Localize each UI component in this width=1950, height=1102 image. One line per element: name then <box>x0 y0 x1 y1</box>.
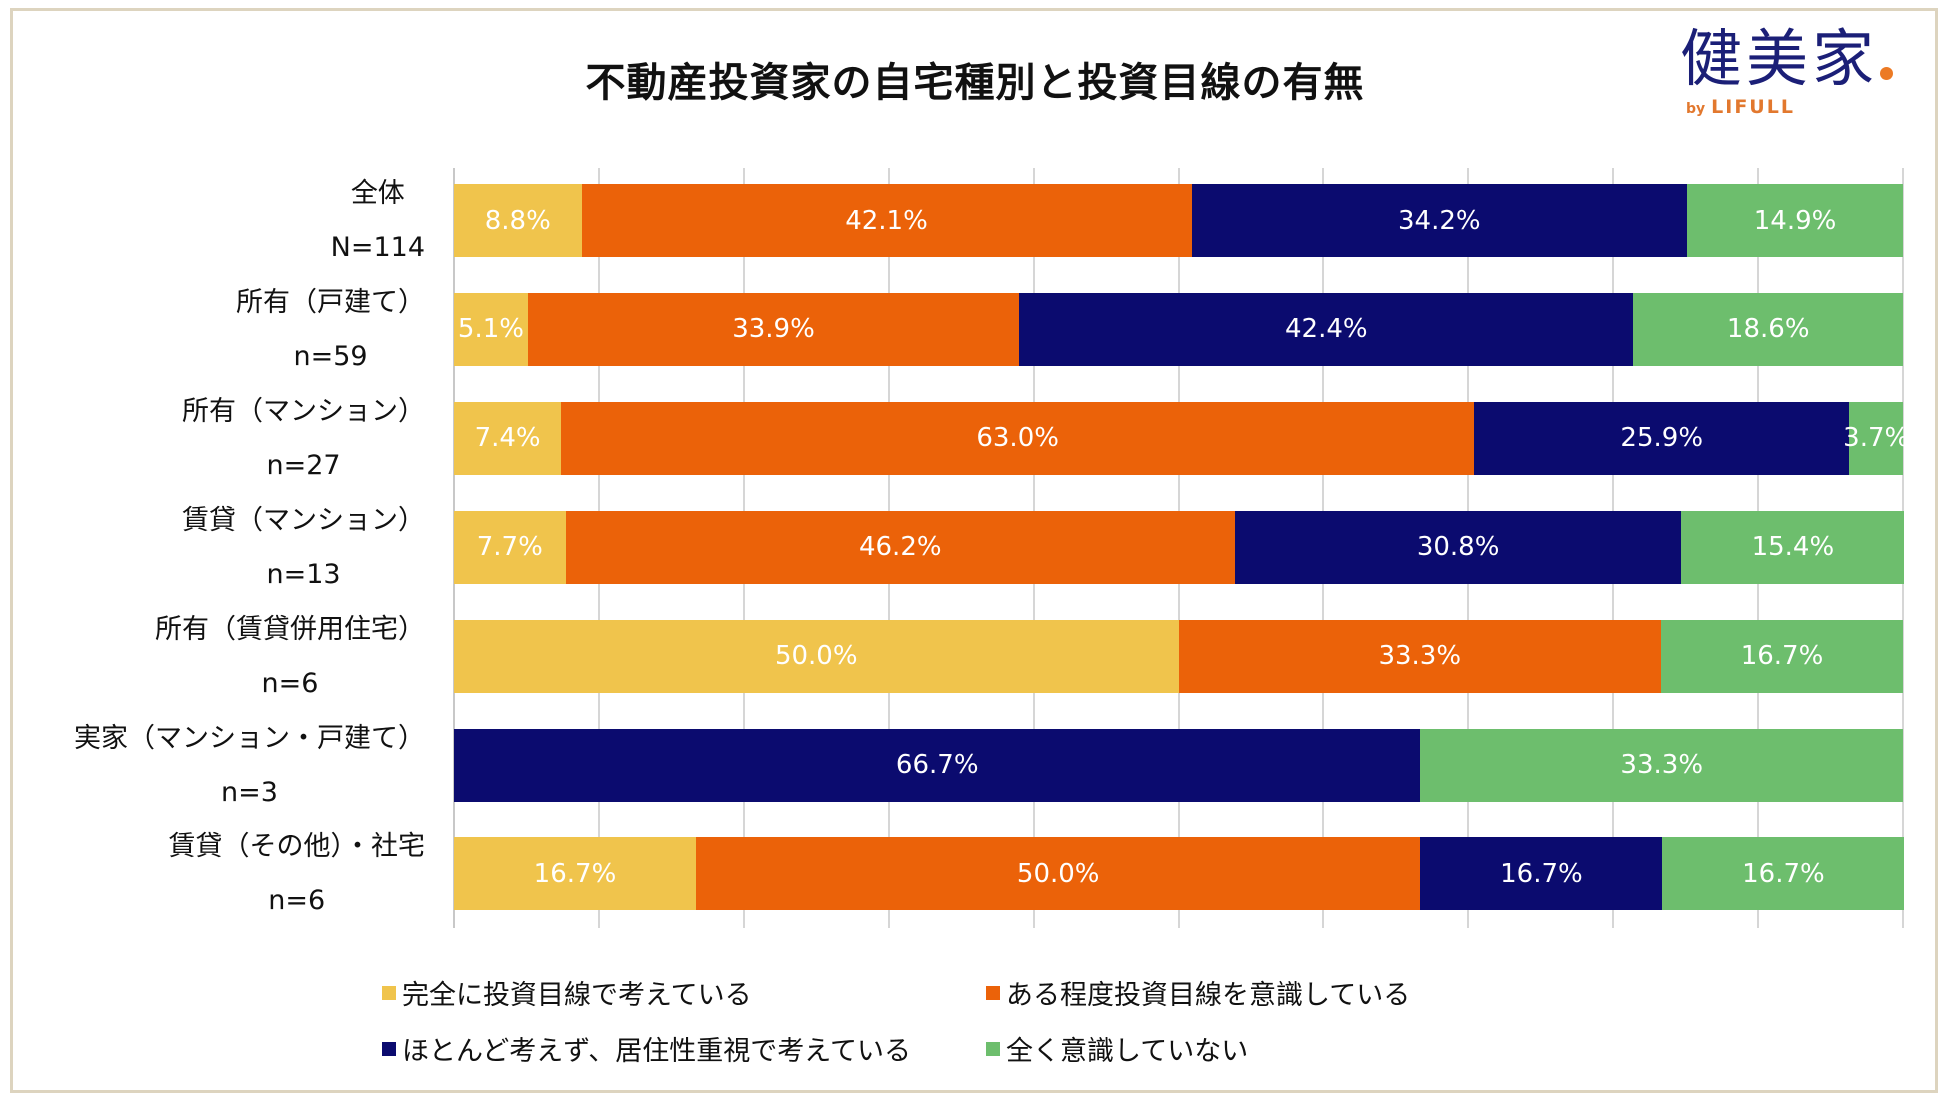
bar-segment: 5.1% <box>454 292 528 366</box>
bar-segment: 8.8% <box>454 184 582 257</box>
legend-swatch <box>382 985 396 1000</box>
legend-label: ほとんど考えず、居住性重視で考えている <box>402 1036 911 1067</box>
stacked-bar: 5.1% 33.9% 42.4% 18.6% <box>454 292 1903 366</box>
bar-segment: 33.9% <box>527 292 1020 366</box>
stacked-bar: 7.4% 63.0% 25.9% 3.7% <box>454 401 1909 475</box>
kenbiya-logo: 健美家 by LIFULL <box>1680 28 1930 118</box>
legend-label: 完全に投資目線で考えている <box>402 980 752 1011</box>
bar-segment: 7.7% <box>454 510 566 584</box>
stacked-bar: 16.7% 50.0% 16.7% 16.7% <box>454 837 1905 911</box>
legend-swatch <box>382 1041 396 1056</box>
category-name: 賃貸（その他）・社宅 <box>168 831 426 863</box>
legend-item: ある程度投資目線を意識している <box>986 973 1410 1012</box>
bar-segment: 42.4% <box>1019 292 1634 366</box>
bar-segment: 16.7% <box>454 837 696 911</box>
category-name: 所有（マンション） <box>182 395 425 427</box>
bar-segment: 7.4% <box>454 401 562 475</box>
bar-segment: 42.1% <box>581 184 1192 257</box>
bar-segment: 46.2% <box>565 510 1235 584</box>
category-label: 所有（賃貸併用住宅） n=6 <box>155 603 425 711</box>
bar-segment: 30.8% <box>1235 510 1682 584</box>
legend-label: 全く意識していない <box>1006 1036 1249 1067</box>
legend-item: 完全に投資目線で考えている <box>382 973 752 1012</box>
stacked-bar: 8.8% 42.1% 34.2% 14.9% <box>454 184 1903 257</box>
bar-segment: 66.7% <box>454 728 1421 802</box>
category-n: n=27 <box>266 449 341 481</box>
legend-swatch <box>986 1041 1000 1056</box>
category-label: 所有（マンション） n=27 <box>182 385 425 493</box>
bar-segment: 16.7% <box>1420 837 1663 911</box>
category-name: 賃貸（マンション） <box>182 504 425 536</box>
legend-item: 全く意識していない <box>986 1029 1248 1068</box>
category-label: 所有（戸建て） n=59 <box>236 276 425 384</box>
stacked-bar: 50.0% 33.3% 16.7% <box>454 619 1903 693</box>
bar-segment: 50.0% <box>454 619 1179 693</box>
category-label: 賃貸（マンション） n=13 <box>182 494 425 602</box>
bar-segment: 3.7% <box>1843 401 1909 475</box>
category-name: 所有（賃貸併用住宅） <box>155 613 425 645</box>
bar-segment: 34.2% <box>1191 184 1688 257</box>
legend-swatch <box>986 985 1000 1000</box>
bar-segment: 18.6% <box>1633 292 1903 366</box>
category-n: N=114 <box>330 232 425 263</box>
bar-segment: 16.7% <box>1662 837 1905 911</box>
category-n: n=6 <box>268 885 326 917</box>
category-name: 実家（マンション・戸建て） <box>74 722 425 754</box>
category-n: n=6 <box>261 667 319 699</box>
category-label: 実家（マンション・戸建て） n=3 <box>74 712 425 820</box>
category-n: n=59 <box>293 340 368 372</box>
category-n: n=3 <box>221 776 278 808</box>
bar-segment: 15.4% <box>1681 510 1905 584</box>
chart-frame <box>10 8 1938 1093</box>
category-n: n=13 <box>266 558 341 590</box>
bar-segment: 63.0% <box>561 401 1475 475</box>
stacked-bar: 7.7% 46.2% 30.8% 15.4% <box>454 510 1905 584</box>
legend-label: ある程度投資目線を意識している <box>1006 980 1411 1011</box>
legend-item: ほとんど考えず、居住性重視で考えている <box>382 1029 911 1068</box>
bar-segment: 14.9% <box>1687 184 1903 257</box>
category-name: 所有（戸建て） <box>236 286 425 318</box>
category-name: 全体 <box>350 178 405 209</box>
bar-segment: 33.3% <box>1178 619 1662 693</box>
chart-title: 不動産投資家の自宅種別と投資目線の有無 <box>585 60 1365 106</box>
category-label: 全体 N=114 <box>331 167 425 275</box>
category-label: 賃貸（その他）・社宅 n=6 <box>169 820 426 928</box>
bar-segment: 25.9% <box>1474 401 1850 475</box>
bar-segment: 16.7% <box>1661 619 1903 693</box>
stacked-bar: 66.7% 33.3% <box>454 728 1903 802</box>
bar-segment: 50.0% <box>695 837 1421 911</box>
bar-segment: 33.3% <box>1420 728 1903 802</box>
